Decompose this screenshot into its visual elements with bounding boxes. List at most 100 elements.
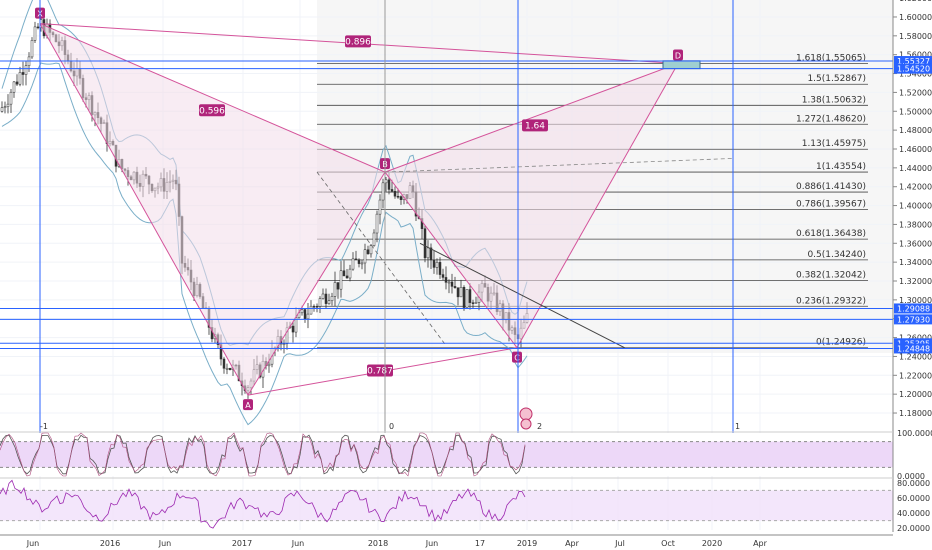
candle xyxy=(459,287,463,298)
point-label-a: A xyxy=(245,401,251,410)
candle xyxy=(435,262,439,268)
candle xyxy=(336,282,340,290)
event-icon xyxy=(519,407,533,421)
candle xyxy=(321,293,325,299)
price-tag xyxy=(894,303,932,314)
pattern-leg xyxy=(247,171,386,396)
pattern-leg xyxy=(39,23,249,396)
candle xyxy=(438,262,442,275)
vertical-marker-label: 2 xyxy=(537,422,542,431)
candle xyxy=(393,190,397,197)
x-tick-label: Apr xyxy=(753,539,768,548)
candle xyxy=(324,293,328,304)
price-tag xyxy=(894,314,932,325)
fib-level-label: 1.618(1.55065) xyxy=(796,54,866,64)
fib-level-label: 0.786(1.39567) xyxy=(796,200,866,210)
x-tick-label: 2017 xyxy=(232,539,252,548)
dashed-helper xyxy=(384,158,734,173)
x-tick-label: 2016 xyxy=(100,539,120,548)
fib-level-label: 0.5(1.34240) xyxy=(807,250,866,260)
candle xyxy=(225,367,229,370)
fib-level-label: 1.272(1.48620) xyxy=(796,114,866,124)
candle xyxy=(6,103,10,107)
price-tag xyxy=(894,56,932,67)
candle xyxy=(375,213,379,234)
fib-level-label: 0.382(1.32042) xyxy=(796,271,866,281)
candle xyxy=(357,259,361,264)
candle xyxy=(450,281,454,287)
candle xyxy=(282,343,286,345)
y-tick-label: 1.58000 xyxy=(899,32,932,41)
candle xyxy=(399,196,403,200)
dashed-helper xyxy=(316,171,446,345)
candle xyxy=(333,282,337,297)
pattern-bcd-fill xyxy=(385,63,678,348)
candle xyxy=(339,270,343,290)
pattern-xab-fill xyxy=(40,23,385,396)
rsi-tick-label: 60.0000 xyxy=(897,494,930,503)
y-tick-label: 1.34000 xyxy=(899,258,932,267)
y-tick-label: 1.18000 xyxy=(899,409,932,418)
ratio-label: 1.64 xyxy=(525,121,545,131)
candle xyxy=(351,258,355,270)
y-tick-label: 1.60000 xyxy=(899,13,932,22)
candle xyxy=(21,72,25,75)
price-tag-label: 1.29088 xyxy=(897,304,930,313)
point-badge-d xyxy=(673,49,683,61)
candle xyxy=(366,249,370,255)
candle xyxy=(306,313,310,320)
candle xyxy=(444,277,448,283)
fib-level-label: 0.886(1.41430) xyxy=(796,182,866,192)
y-tick-label: 1.24000 xyxy=(899,352,932,361)
candle xyxy=(456,287,460,298)
candle xyxy=(327,300,331,304)
stoch-band xyxy=(0,441,893,468)
price-tag-label: 1.24848 xyxy=(897,344,930,353)
candle xyxy=(387,179,391,190)
ratio-label: 0.596 xyxy=(199,106,225,116)
candle xyxy=(222,358,226,369)
candle xyxy=(300,309,304,314)
candle xyxy=(381,182,385,201)
candle xyxy=(348,268,352,279)
price-tag-label: 1.27930 xyxy=(897,315,930,324)
vertical-marker-label: 1 xyxy=(735,422,740,431)
y-tick-label: 1.30000 xyxy=(899,296,932,305)
candle xyxy=(471,302,475,304)
candle xyxy=(354,258,358,261)
candle xyxy=(423,228,427,259)
y-tick-label: 1.48000 xyxy=(899,126,932,135)
stochastic-pane[interactable] xyxy=(0,432,893,477)
event-icon xyxy=(520,418,532,430)
y-tick-label: 1.42000 xyxy=(899,183,932,192)
candle xyxy=(228,367,232,370)
y-tick-label: 1.50000 xyxy=(899,107,932,116)
ratio-badge xyxy=(199,104,225,117)
candle xyxy=(474,302,478,304)
price-tag-label: 1.54520 xyxy=(897,65,930,74)
candle xyxy=(315,305,319,308)
fib-level-label: 0.618(1.36438) xyxy=(796,229,866,239)
price-pane[interactable]: 1.618(1.55065) 1.5(1.52867) 1.38(1.50632) 1… xyxy=(0,0,893,433)
rsi-pane[interactable] xyxy=(0,479,893,529)
x-tick-label: Oct xyxy=(661,539,675,548)
candle xyxy=(291,325,295,333)
candle xyxy=(342,270,346,277)
pattern-leg xyxy=(39,23,386,173)
candle xyxy=(453,286,457,288)
candle xyxy=(396,195,400,198)
point-label-d: D xyxy=(675,51,681,60)
stoch-d-line xyxy=(0,432,526,477)
candle xyxy=(3,106,7,108)
stoch-tick-label: 100.0000 xyxy=(897,429,932,438)
candle xyxy=(309,305,313,315)
rsi-tick-label: 40.0000 xyxy=(897,509,930,518)
candle xyxy=(426,247,430,259)
fib-level-label: 0(1.24926) xyxy=(816,338,866,348)
fib-level-label: 1.5(1.52867) xyxy=(807,74,866,84)
candle xyxy=(9,91,13,105)
candle xyxy=(465,289,469,308)
bollinger-lower xyxy=(1,62,528,426)
candle xyxy=(18,72,22,85)
